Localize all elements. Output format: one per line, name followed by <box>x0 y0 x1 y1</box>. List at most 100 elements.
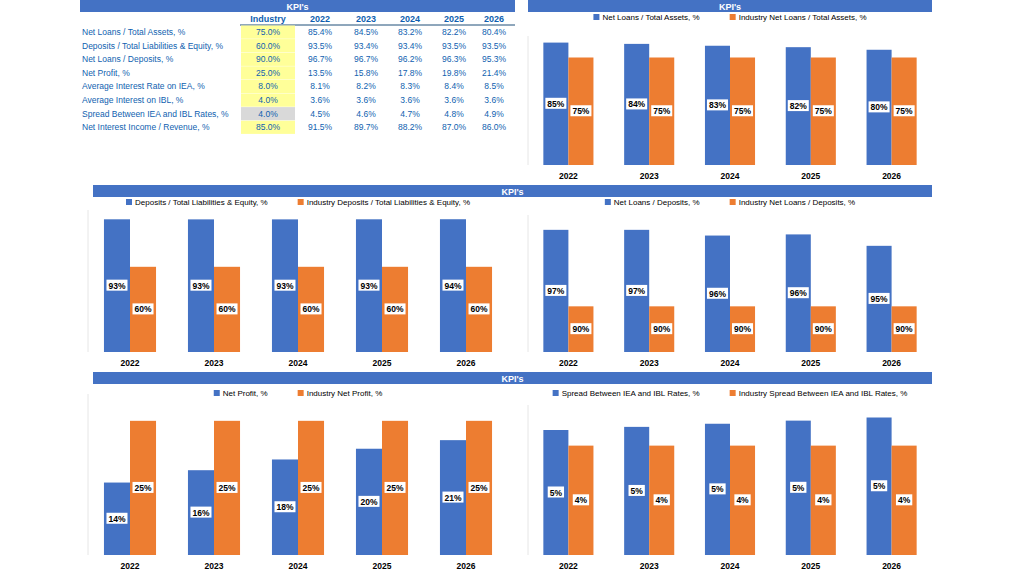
table-cell: 93.4% <box>398 41 423 51</box>
data-label-bg <box>707 288 728 299</box>
data-label-bg <box>813 323 834 334</box>
data-label: 4% <box>898 495 911 505</box>
data-label-bg <box>217 482 238 493</box>
table-cell: 13.5% <box>308 68 333 78</box>
bar <box>568 58 593 166</box>
bar <box>705 46 730 165</box>
bar <box>440 440 466 555</box>
data-label: 90% <box>815 324 832 334</box>
category-label: 2024 <box>289 561 308 571</box>
data-label-bg <box>301 482 322 493</box>
table-cell: 8.2% <box>356 81 376 91</box>
category-label: 2026 <box>457 561 476 571</box>
bar-chart: 5%5%5%5%5%4%4%4%4%4%20222023202420252026… <box>528 389 917 571</box>
table-cell: 88.2% <box>398 122 423 132</box>
bars <box>104 219 492 352</box>
table-header: 2024 <box>400 14 420 24</box>
legend-swatch <box>730 14 736 20</box>
data-label: 4% <box>817 495 830 505</box>
table-cell: 3.6% <box>484 95 504 105</box>
legend-swatch <box>730 390 736 396</box>
industry-cell-bg <box>241 94 295 107</box>
data-label: 14% <box>108 514 125 524</box>
data-label-bg <box>274 501 295 512</box>
panel-header: KPI's <box>501 187 523 197</box>
data-label-bg <box>545 98 566 109</box>
table-cell: 87.0% <box>442 122 467 132</box>
bar <box>188 219 214 352</box>
panel-header: KPI's <box>501 374 523 384</box>
data-label-bg <box>894 105 915 116</box>
legend-label: Industry Spread Between IEA and IBL Rate… <box>739 389 908 398</box>
legend-label: Deposits / Total Liabilities & Equity, % <box>135 198 268 207</box>
data-label: 85% <box>547 99 564 109</box>
category-label: 2024 <box>289 358 308 368</box>
table-cell: 83.2% <box>398 27 423 37</box>
data-labels: 85%84%83%82%80%75%75%75%75%75% <box>545 98 914 116</box>
table-header: 2025 <box>444 14 464 24</box>
bar <box>298 421 324 555</box>
table-header-rule <box>240 25 515 26</box>
data-label-bg <box>469 303 490 314</box>
legend-label: Net Loans / Deposits, % <box>614 198 700 207</box>
bar <box>466 421 492 555</box>
category-label: 2023 <box>640 358 659 368</box>
bar <box>298 267 324 352</box>
data-label: 5% <box>711 484 724 494</box>
data-label-bg <box>788 287 809 298</box>
table-cell: 89.7% <box>354 122 379 132</box>
bar <box>730 446 755 555</box>
data-label-bg <box>626 285 647 296</box>
data-label: 16% <box>192 508 209 518</box>
data-label: 75% <box>896 106 913 116</box>
row-label: Average Interest Rate on IEA, % <box>82 81 205 91</box>
table-cell: 96.3% <box>442 54 467 64</box>
bar-chart: 14%16%18%20%21%25%25%25%25%25%2022202320… <box>88 389 492 571</box>
table-header: Industry <box>250 14 286 24</box>
category-label: 2025 <box>373 561 392 571</box>
data-label-bg <box>358 496 379 507</box>
data-label: 95% <box>871 294 888 304</box>
bar <box>786 234 811 352</box>
data-label: 25% <box>387 483 404 493</box>
data-label: 60% <box>387 304 404 314</box>
data-label-bg <box>629 485 645 496</box>
panel-header: KPI's <box>719 2 741 12</box>
bar <box>705 424 730 555</box>
background <box>0 0 1024 577</box>
data-label-bg <box>133 482 154 493</box>
bar-chart: 85%84%83%82%80%75%75%75%75%75%2022202320… <box>528 13 917 181</box>
data-label-bg <box>869 101 890 112</box>
table-cell: 4.6% <box>356 109 376 119</box>
data-labels: 14%16%18%20%21%25%25%25%25%25% <box>106 482 489 524</box>
data-label: 60% <box>471 304 488 314</box>
data-label-bg <box>654 494 670 505</box>
bar-chart: 93%93%93%93%94%60%60%60%60%60%2022202320… <box>88 198 492 368</box>
bar <box>382 421 408 555</box>
legend-swatch <box>126 199 132 205</box>
data-label: 75% <box>815 106 832 116</box>
table-cell: 8.3% <box>400 81 420 91</box>
row-label: Net Profit, % <box>82 68 130 78</box>
bar <box>466 267 492 352</box>
bar <box>104 483 130 555</box>
bar <box>214 267 240 352</box>
row-label: Average Interest on IBL, % <box>82 95 184 105</box>
category-label: 2022 <box>121 561 140 571</box>
value-axis-line <box>88 394 89 555</box>
data-label: 80% <box>871 102 888 112</box>
data-label: 94% <box>444 281 461 291</box>
legend-label: Industry Net Loans / Deposits, % <box>739 198 856 207</box>
table-cell: 93.5% <box>482 41 507 51</box>
data-label-bg <box>570 323 591 334</box>
data-label-bg <box>869 293 890 304</box>
data-label: 93% <box>360 281 377 291</box>
category-label: 2024 <box>721 171 740 181</box>
panel-header: KPI's <box>286 2 308 12</box>
data-labels: 5%5%5%5%5%4%4%4%4%4% <box>548 480 913 505</box>
bar <box>786 47 811 165</box>
data-label-bg <box>894 323 915 334</box>
value-axis-line <box>528 215 529 352</box>
legend-swatch <box>553 390 559 396</box>
table-cell: 96.2% <box>398 54 423 64</box>
